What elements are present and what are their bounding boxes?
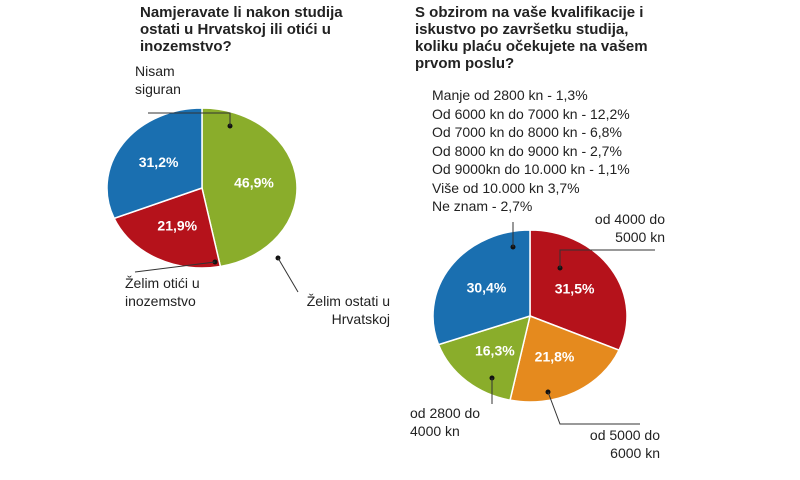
leaders xyxy=(134,112,655,425)
note: Od 6000 kn do 7000 kn - 12,2% xyxy=(432,105,630,122)
leader-line xyxy=(559,249,655,268)
value-label: 46,9% xyxy=(234,174,274,190)
note: Od 8000 kn do 9000 kn - 2,7% xyxy=(432,142,622,159)
value-label: 30,4% xyxy=(467,279,507,295)
category-label: od 4000 do 5000 kn xyxy=(594,211,665,245)
value-label: 21,8% xyxy=(535,349,575,365)
pie-slice xyxy=(437,314,532,402)
category-label: od 2800 do 4000 kn xyxy=(410,405,481,439)
pie-slice xyxy=(201,107,298,268)
leader-line xyxy=(134,261,216,273)
category-label: Želim ostati u Hrvatskoj xyxy=(306,293,390,327)
value-label: 31,5% xyxy=(555,281,595,297)
chart-title: S obzirom na vaše kvalifikacije i iskust… xyxy=(415,4,648,72)
leader-line xyxy=(277,257,299,293)
leader-line xyxy=(148,112,231,126)
value-label: 31,2% xyxy=(139,154,179,170)
notes: Manje od 2800 kn - 1,3% Od 6000 kn do 700… xyxy=(432,86,630,216)
category-label: Želim otići u inozemstvo xyxy=(125,275,200,309)
note: Više od 10.000 kn 3,7% xyxy=(432,179,580,196)
leader-line xyxy=(547,391,640,425)
note: Od 7000 kn do 8000 kn - 6,8% xyxy=(432,124,622,140)
pie-slice xyxy=(432,229,531,346)
pie-slice xyxy=(106,107,203,220)
note: Od 9000kn do 10.000 kn - 1,1% xyxy=(432,161,630,177)
category-label: od 5000 do 6000 kn xyxy=(589,427,660,461)
pie-slice xyxy=(529,229,628,352)
pie-slice xyxy=(113,187,222,269)
chart-title: Namjeravate li nakon studija ostati u Hr… xyxy=(140,4,343,55)
value-label: 21,9% xyxy=(157,217,197,233)
category-label: Nisam siguran xyxy=(135,63,181,97)
value-label: 16,3% xyxy=(475,342,515,358)
pie-slice xyxy=(509,314,621,403)
note: Ne znam - 2,7% xyxy=(432,198,533,214)
note: Manje od 2800 kn - 1,3% xyxy=(432,87,588,103)
